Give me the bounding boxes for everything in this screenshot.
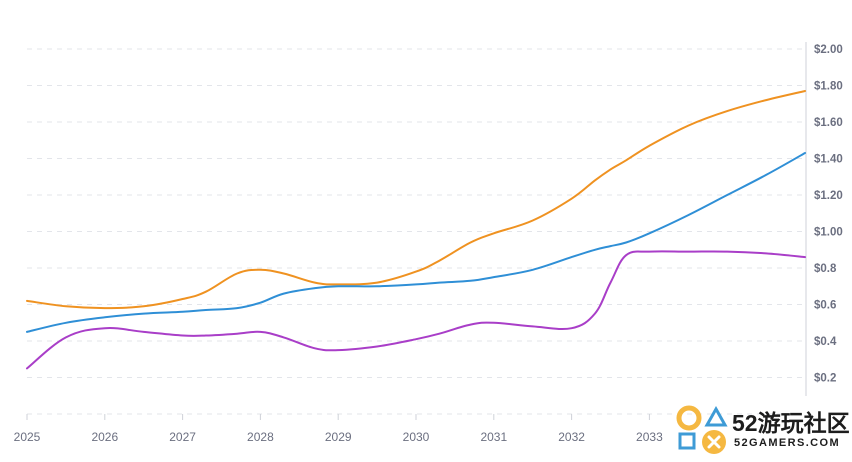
y-tick-label: $0.4	[814, 336, 837, 348]
y-tick-label: $1.80	[814, 81, 843, 93]
purple-series-line	[26, 250, 806, 370]
series-lines	[26, 90, 806, 370]
orange-series-line	[26, 90, 806, 310]
y-axis: $2.00 $1.80 $1.60 $1.40 $1.20 $1.00 $0.8 $0.6 $0…	[814, 44, 843, 385]
x-tick-label: 2031	[480, 430, 507, 444]
x-tick-label: 2027	[169, 430, 196, 444]
x-tick-label: 2030	[403, 430, 430, 444]
blue-series-line	[26, 152, 806, 333]
x-tick-label: 2026	[91, 430, 118, 444]
playstation-symbols-icon	[676, 405, 728, 454]
watermark-title: 52游玩社区	[732, 410, 850, 436]
y-tick-label: $0.2	[814, 373, 836, 385]
x-tick-label: 2033	[636, 430, 663, 444]
y-tick-label: $0.8	[814, 263, 837, 275]
square-symbol-icon	[678, 432, 696, 450]
grid-lines	[27, 48, 806, 415]
watermark-url: 52GAMERS.COM	[734, 437, 841, 449]
y-tick-label: $2.00	[814, 44, 843, 56]
y-tick-label: $1.00	[814, 227, 843, 239]
x-tick-label: 2032	[558, 430, 585, 444]
y-tick-label: $1.20	[814, 190, 843, 202]
x-tick-label: 2029	[325, 430, 352, 444]
y-tick-label: $0.6	[814, 300, 836, 312]
y-tick-label: $1.60	[814, 117, 843, 129]
circle-symbol-icon	[676, 405, 702, 431]
x-tick-label: 2028	[247, 430, 274, 444]
x-tick-label: 2025	[14, 430, 41, 444]
x-axis	[26, 414, 650, 420]
watermark-logo: 52游玩社区 52GAMERS.COM	[676, 404, 850, 456]
x-axis-labels: 2025 2026 2027 2028 2029 2030 2031 2032 2033	[14, 430, 663, 444]
y-tick-label: $1.40	[814, 154, 843, 166]
triangle-symbol-icon	[704, 405, 728, 427]
